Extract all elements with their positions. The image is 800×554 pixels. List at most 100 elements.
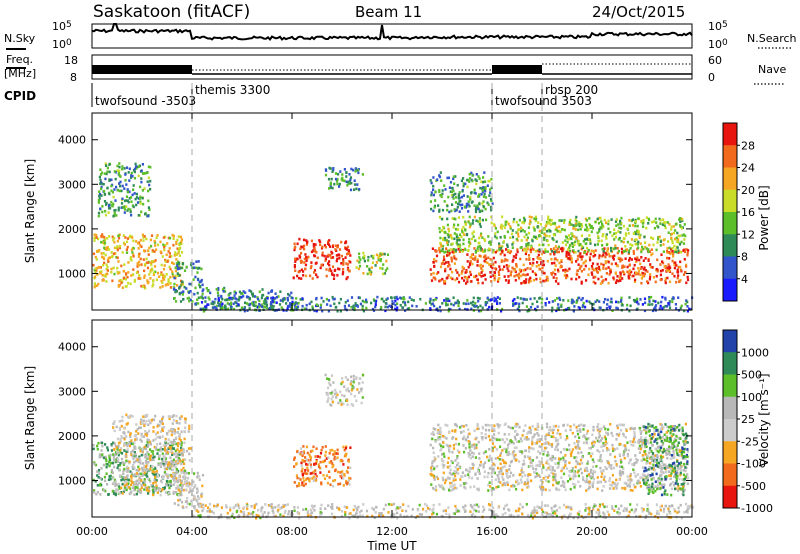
power-echo-cells — [92, 162, 694, 313]
echo-cell — [139, 195, 142, 199]
echo-cell — [452, 197, 455, 200]
echo-cell — [125, 459, 128, 463]
echo-cell — [625, 248, 629, 251]
echo-cell — [121, 197, 124, 201]
echo-cell — [140, 169, 143, 172]
echo-cell — [346, 263, 349, 266]
echo-cell — [149, 238, 152, 242]
echo-cell — [298, 254, 301, 258]
echo-cell — [135, 167, 138, 170]
echo-cell — [133, 434, 136, 438]
echo-cell — [111, 489, 114, 493]
echo-cell — [110, 200, 113, 204]
echo-cell — [178, 261, 181, 265]
echo-cell — [105, 164, 108, 167]
echo-cell — [350, 305, 353, 309]
echo-cell — [597, 221, 601, 225]
echo-cell — [455, 241, 458, 245]
echo-cell — [495, 300, 499, 303]
echo-cell — [182, 450, 186, 453]
echo-cell — [457, 194, 460, 198]
echo-cell — [667, 231, 670, 234]
echo-cell — [545, 223, 548, 226]
echo-cell — [669, 435, 672, 439]
echo-cell — [571, 299, 574, 302]
echo-cell — [448, 210, 451, 214]
echo-cell — [452, 248, 455, 251]
echo-cell — [234, 291, 237, 295]
echo-cell — [337, 401, 340, 405]
echo-cell — [165, 479, 168, 483]
echo-cell — [411, 304, 414, 308]
echo-cell — [182, 475, 185, 479]
echo-cell — [447, 274, 450, 277]
echo-cell — [518, 268, 521, 271]
echo-cell — [578, 306, 581, 310]
echo-cell — [146, 445, 149, 448]
echo-cell — [248, 289, 251, 292]
echo-cell — [174, 479, 177, 482]
echo-cell — [334, 306, 337, 309]
echo-cell — [331, 256, 335, 259]
echo-cell — [330, 397, 333, 401]
echo-cell — [183, 474, 186, 478]
echo-cell — [637, 447, 640, 450]
echo-cell — [171, 272, 174, 276]
echo-cell — [540, 262, 543, 266]
echo-cell — [609, 305, 612, 308]
echo-cell — [474, 192, 477, 195]
echo-cell — [100, 252, 103, 255]
echo-cell — [138, 426, 141, 430]
echo-cell — [116, 483, 119, 486]
echo-cell — [673, 263, 676, 267]
echo-cell — [99, 266, 102, 269]
echo-cell — [308, 461, 311, 465]
echo-cell — [480, 193, 483, 196]
echo-cell — [180, 468, 183, 472]
echo-cell — [546, 476, 550, 479]
echo-cell — [171, 453, 174, 456]
echo-cell — [137, 214, 140, 217]
echo-cell — [676, 231, 679, 235]
echo-cell — [469, 222, 472, 226]
echo-cell — [109, 453, 112, 457]
echo-cell — [430, 303, 433, 306]
echo-cell — [524, 268, 527, 272]
echo-cell — [319, 451, 323, 455]
echo-cell — [553, 252, 556, 256]
echo-cell — [440, 262, 443, 265]
echo-cell — [600, 220, 603, 223]
power-colorbar-label: Power [dB] — [757, 185, 771, 250]
echo-cell — [328, 245, 332, 248]
echo-cell — [443, 230, 447, 234]
echo-cell — [293, 242, 296, 246]
echo-cell — [336, 178, 339, 181]
echo-cell — [135, 472, 138, 475]
echo-cell — [138, 476, 141, 479]
echo-cell — [181, 293, 184, 296]
echo-cell — [533, 272, 537, 275]
echo-cell — [654, 304, 658, 307]
freq-left-tick-bottom: 8 — [70, 71, 77, 84]
echo-cell — [661, 269, 664, 272]
echo-cell — [544, 437, 547, 441]
echo-cell — [116, 245, 119, 248]
echo-cell — [439, 236, 442, 240]
echo-cell — [144, 286, 147, 290]
echo-cell — [198, 280, 201, 284]
echo-cell — [591, 273, 594, 276]
echo-cell — [128, 179, 131, 182]
echo-cell — [538, 229, 541, 233]
echo-cell — [128, 441, 131, 445]
echo-cell — [512, 241, 515, 244]
echo-cell — [513, 274, 516, 278]
echo-cell — [155, 446, 158, 449]
echo-cell — [596, 266, 599, 270]
echo-cell — [628, 296, 631, 299]
echo-cell — [631, 224, 634, 227]
echo-cell — [342, 268, 345, 271]
echo-cell — [475, 206, 478, 209]
echo-cell — [160, 263, 163, 267]
echo-cell — [626, 240, 629, 244]
echo-cell — [620, 300, 623, 303]
